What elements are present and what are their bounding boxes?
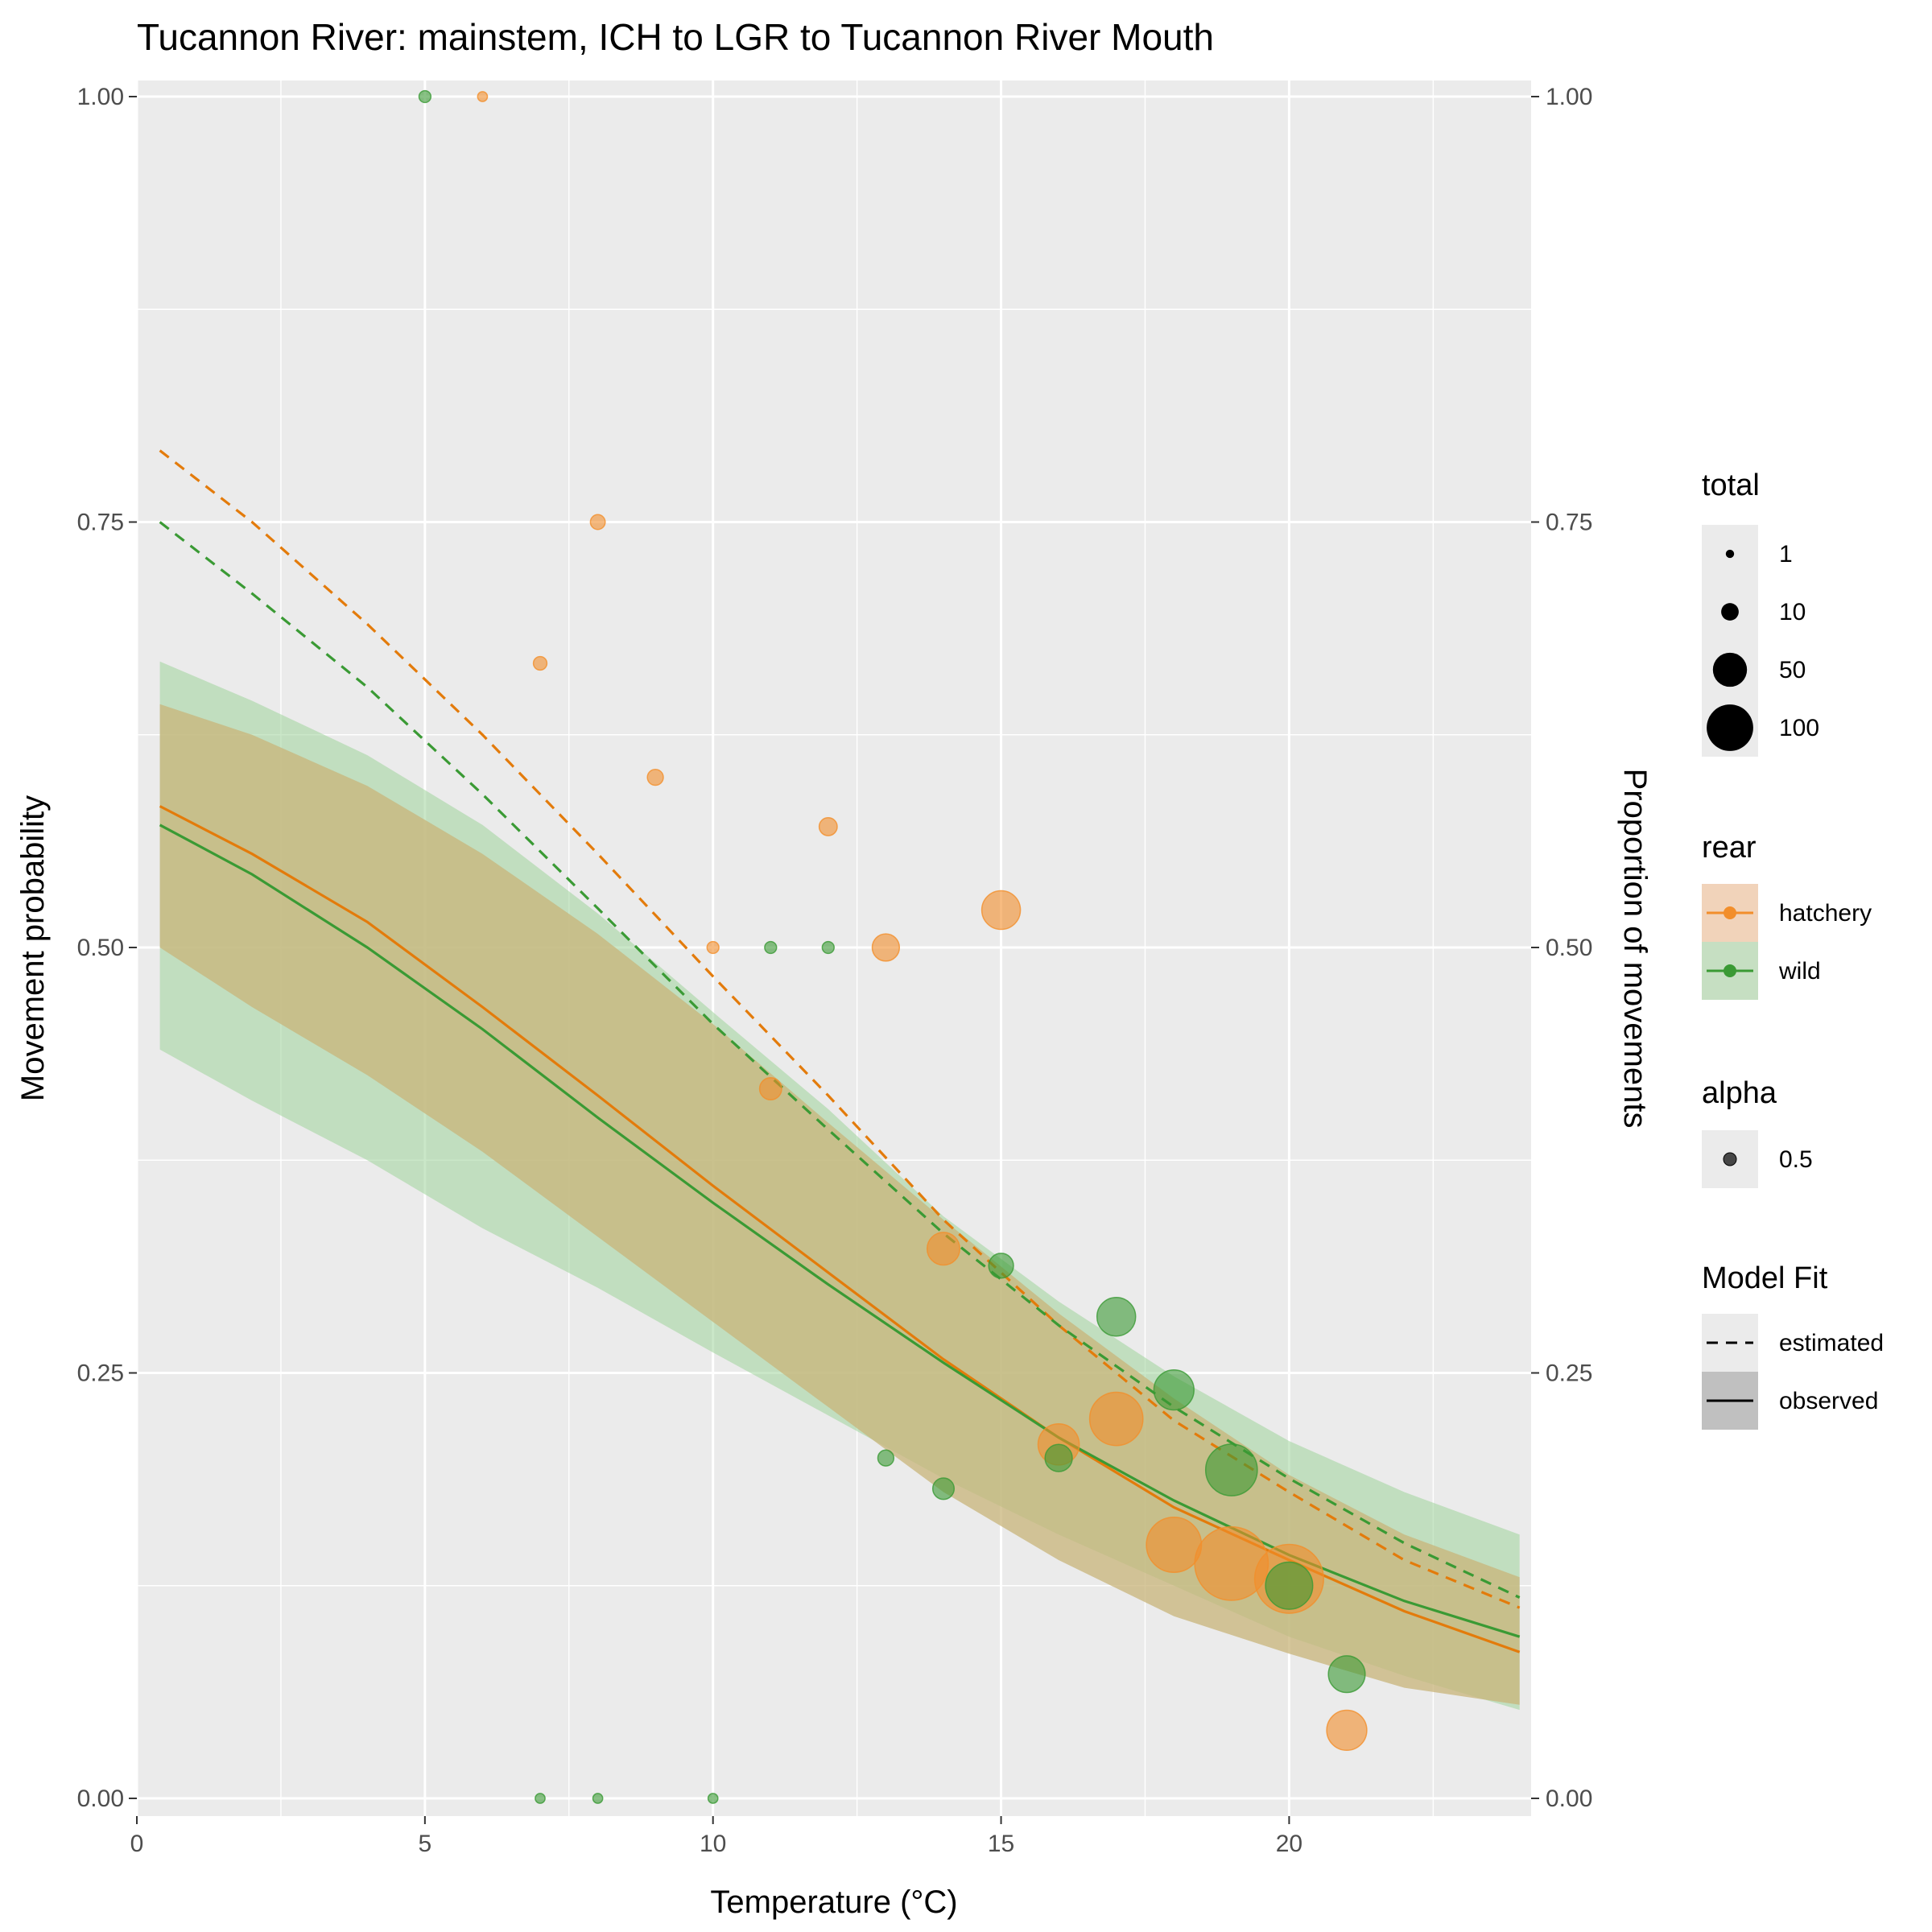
y-tick-label-right: 0.50 — [1546, 935, 1592, 961]
legend-total-dot — [1712, 652, 1748, 687]
legend-rear-title: rear — [1702, 831, 1757, 865]
hatchery-point — [758, 1077, 782, 1100]
wild-point — [1265, 1561, 1314, 1610]
wild-point — [931, 1477, 956, 1501]
wild-point — [1327, 1655, 1366, 1694]
wild-point — [1204, 1443, 1258, 1496]
chart-title: Tucannon River: mainstem, ICH to LGR to … — [137, 16, 1214, 58]
hatchery-point — [818, 816, 838, 836]
hatchery-estimated-line — [159, 449, 1521, 1609]
legend-rear-wild-key-dot — [1724, 964, 1736, 977]
wild-point — [535, 1793, 546, 1804]
y-tick-label-left: 0.50 — [77, 935, 124, 961]
legend-rear-wild: wild — [1778, 958, 1821, 985]
hatchery-point — [706, 940, 720, 955]
legend-total-item-1: 1 — [1779, 541, 1793, 568]
y-tick-label-right: 0.25 — [1546, 1360, 1592, 1387]
hatchery-point — [477, 91, 489, 102]
y-tick-label-left: 0.25 — [77, 1360, 124, 1387]
y-axis-label: Movement probability — [15, 795, 51, 1101]
x-tick-label: 10 — [700, 1831, 726, 1857]
hatchery-point — [1088, 1391, 1144, 1447]
wild-point — [1044, 1443, 1073, 1472]
y-tick-label-right: 1.00 — [1546, 84, 1592, 110]
legend-model-fit-estimated: estimated — [1779, 1330, 1884, 1356]
wild-point — [592, 1793, 604, 1804]
legend-total-item-10: 10 — [1779, 599, 1806, 625]
hatchery-point — [871, 933, 901, 962]
hatchery-point — [646, 768, 664, 786]
hatchery-ci-ribbon — [159, 704, 1520, 1705]
y-axis-right-label: Proportion of movements — [1617, 769, 1653, 1129]
legend-total-dot — [1725, 549, 1735, 559]
y-tick-label-left: 0.75 — [77, 510, 124, 536]
hatchery-point — [1146, 1517, 1203, 1573]
legend-alpha-dot — [1723, 1152, 1737, 1166]
legend-total-dot — [1707, 704, 1753, 751]
wild-point — [1096, 1296, 1137, 1337]
x-tick-label: 15 — [988, 1831, 1014, 1857]
legend-model-fit-observed: observed — [1779, 1388, 1878, 1414]
legend-alpha-title: alpha — [1702, 1076, 1777, 1110]
legend-total-title: total — [1702, 469, 1760, 502]
wild-point — [707, 1793, 719, 1804]
y-tick-label-left: 0.00 — [77, 1785, 124, 1812]
legend-total-item-50: 50 — [1779, 657, 1806, 683]
legend-model-fit-title: Model Fit — [1702, 1261, 1828, 1295]
y-tick-label-right: 0.00 — [1546, 1785, 1592, 1812]
x-axis-label: Temperature (°C) — [710, 1885, 957, 1920]
x-tick-label: 5 — [419, 1831, 432, 1857]
hatchery-point — [532, 655, 548, 671]
y-tick-label-left: 1.00 — [77, 84, 124, 110]
legend-rear-hatchery: hatchery — [1779, 900, 1872, 927]
wild-point — [418, 89, 432, 104]
wild-point — [764, 940, 778, 955]
legend-rear-hatchery-key-dot — [1724, 906, 1736, 919]
hatchery-point — [1326, 1709, 1368, 1752]
x-tick-label: 20 — [1276, 1831, 1302, 1857]
wild-point — [1153, 1368, 1195, 1411]
legend-total-dot — [1721, 603, 1739, 621]
axes: 0 5 10 15 20 0.00 0.00 0.25 0.25 0.50 0.50 0.75 0.75… — [77, 84, 1593, 1857]
legend-alpha-item: 0.5 — [1779, 1146, 1813, 1173]
wild-point — [988, 1253, 1014, 1279]
x-tick-label: 0 — [130, 1831, 144, 1857]
confidence-ribbons — [159, 661, 1520, 1711]
observed-points — [418, 89, 1368, 1804]
hatchery-point — [589, 514, 606, 530]
legend-total-item-100: 100 — [1779, 715, 1819, 741]
wild-point — [821, 940, 835, 955]
hatchery-point — [980, 890, 1022, 931]
y-tick-label-right: 0.75 — [1546, 510, 1592, 536]
hatchery-point — [926, 1232, 961, 1266]
wild-point — [877, 1449, 895, 1467]
legend: total 1 10 50 100 rear hatchery wild alp… — [1702, 469, 1884, 1430]
